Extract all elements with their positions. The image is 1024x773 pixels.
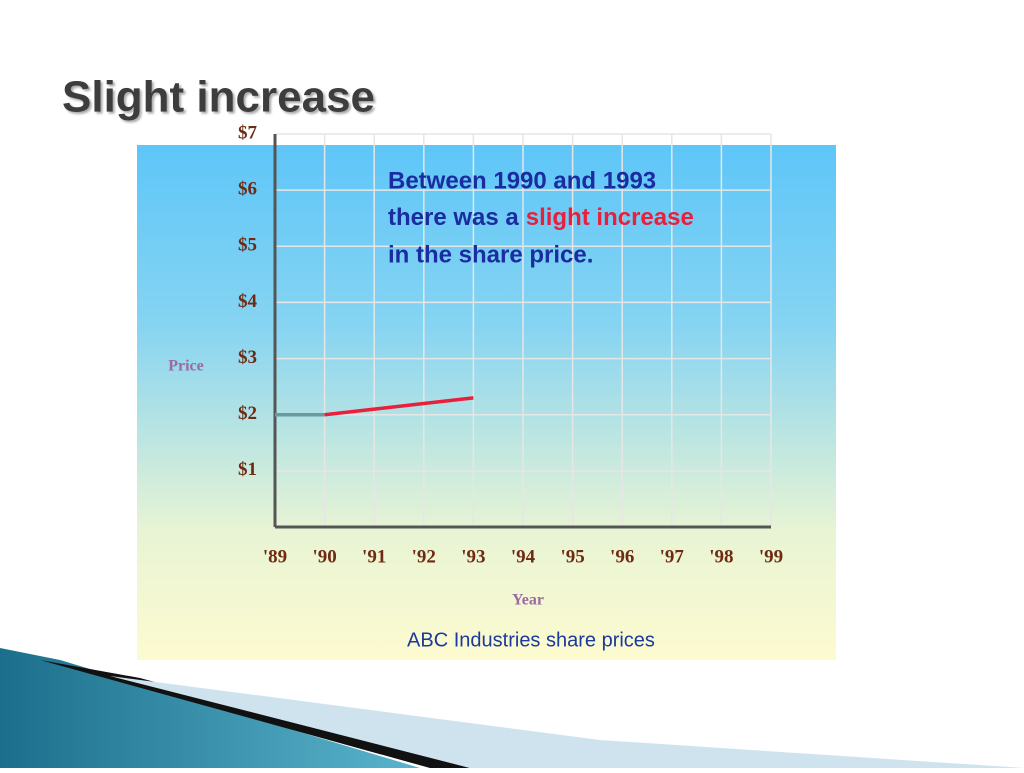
chart: $1 $2 $3 $4 $5 $6 $7 '89 '90 '91 '92 '93 '94 '95 '96 '9… xyxy=(238,122,783,567)
x-tick-label: '98 xyxy=(709,546,733,567)
x-tick-label: '96 xyxy=(610,546,634,567)
decor-swoosh xyxy=(40,660,470,768)
annotation: there was a slight increase xyxy=(388,204,694,231)
x-tick-label: '95 xyxy=(560,546,584,567)
y-tick-label: $4 xyxy=(238,291,258,312)
x-tick-label: '92 xyxy=(412,546,436,567)
decor-swoosh xyxy=(110,676,1024,768)
annotation-highlight: slight increase xyxy=(526,204,694,231)
x-tick-label: '90 xyxy=(312,546,336,567)
x-tick-label: '97 xyxy=(660,546,685,567)
y-tick-label: $6 xyxy=(238,179,257,200)
x-tick-label: '91 xyxy=(362,546,386,567)
x-tick-label: '89 xyxy=(263,546,287,567)
chart-caption: ABC Industries share prices xyxy=(407,629,655,651)
annotation: in the share price. xyxy=(388,241,593,268)
annotation-text: there was a xyxy=(388,204,519,231)
y-tick-label: $2 xyxy=(238,403,257,424)
y-tick-label: $1 xyxy=(238,459,257,480)
x-tick-label: '94 xyxy=(511,546,536,567)
y-tick-label: $3 xyxy=(238,347,257,368)
x-tick-label: '99 xyxy=(759,546,783,567)
line-series xyxy=(324,396,474,417)
annotation: Between 1990 and 1993 xyxy=(388,167,656,194)
y-tick-label: $5 xyxy=(238,235,257,256)
chart-panel xyxy=(137,145,836,660)
x-axis-label: Year xyxy=(512,592,544,609)
x-tick-label: '93 xyxy=(461,546,485,567)
slide-title: Slight increase xyxy=(62,73,375,122)
y-axis-label: Price xyxy=(168,358,204,375)
y-tick-label: $7 xyxy=(238,122,258,143)
